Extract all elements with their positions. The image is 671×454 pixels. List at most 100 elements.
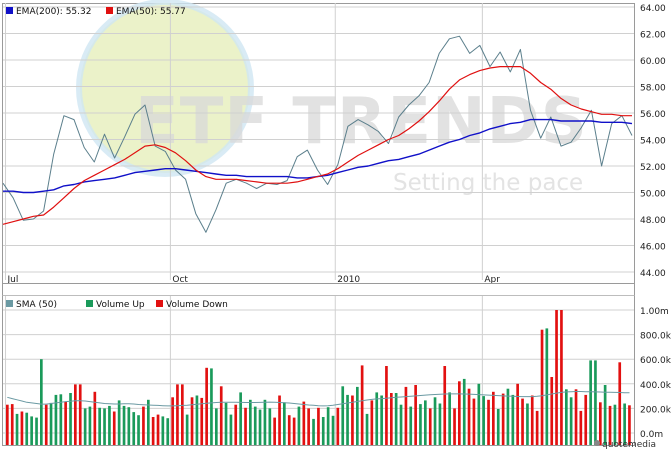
price-x-tick-label: Apr bbox=[484, 275, 500, 285]
volume-bar-up bbox=[263, 399, 267, 445]
volume-bar-down bbox=[501, 393, 505, 445]
price-y-tick-label: 56.00 bbox=[640, 110, 666, 120]
volume-bar-down bbox=[579, 410, 583, 445]
volume-bar-up bbox=[477, 383, 481, 445]
price-y-tick-label: 52.00 bbox=[640, 163, 666, 173]
volume-bar-up bbox=[229, 414, 233, 445]
volume-bar-down bbox=[190, 397, 194, 445]
volume-bar-down bbox=[112, 411, 116, 445]
volume-bar-up bbox=[448, 392, 451, 445]
volume-bar-down bbox=[628, 405, 631, 445]
volume-bar-down bbox=[540, 329, 544, 445]
legend-swatch bbox=[86, 300, 93, 307]
volume-y-tick-label: 200.0k bbox=[640, 405, 671, 415]
volume-bar-down bbox=[317, 407, 320, 445]
volume-bar-up bbox=[69, 393, 72, 445]
volume-bar-down bbox=[74, 384, 77, 445]
volume-bar-up bbox=[346, 394, 349, 445]
price-y-tick-label: 48.00 bbox=[640, 216, 666, 226]
volume-bar-up bbox=[195, 395, 199, 445]
volume-bar-down bbox=[351, 395, 354, 445]
volume-bar-down bbox=[467, 388, 471, 445]
volume-bar-up bbox=[545, 328, 549, 445]
volume-bar-down bbox=[10, 404, 14, 445]
volume-bar-up bbox=[399, 404, 403, 445]
price-y-tick-label: 50.00 bbox=[640, 190, 666, 200]
volume-bar-down bbox=[492, 391, 495, 445]
watermark-circle-halo bbox=[76, 0, 254, 177]
price-x-tick-label: Jul bbox=[7, 275, 19, 285]
price-grid bbox=[3, 3, 634, 280]
legend-label: SMA (50) bbox=[16, 300, 57, 310]
price-axis: 44.00 46.00 48.00 50.00 52.00 54.00 56.00 58.00… bbox=[7, 4, 667, 285]
volume-bar-up bbox=[312, 418, 315, 445]
volume-bar-up bbox=[127, 407, 131, 445]
watermark-tagline: Setting the pace bbox=[393, 170, 583, 196]
volume-bar-up bbox=[569, 397, 573, 445]
legend-swatch bbox=[6, 300, 13, 307]
volume-bar-down bbox=[176, 384, 179, 445]
price-y-tick-label: 62.00 bbox=[640, 31, 666, 41]
volume-bar-down bbox=[302, 401, 306, 445]
price-y-tick-label: 60.00 bbox=[640, 57, 666, 67]
volume-bar-up bbox=[49, 402, 53, 445]
volume-bar-down bbox=[472, 398, 476, 445]
volume-bar-down bbox=[370, 400, 374, 445]
quotemedia-icon bbox=[594, 440, 600, 446]
volume-y-tick-label: 400.0k bbox=[640, 381, 671, 391]
volume-bar-down bbox=[292, 417, 296, 445]
volume-bar-up bbox=[239, 392, 242, 445]
volume-bar-down bbox=[171, 397, 174, 445]
volume-bar-up bbox=[122, 405, 126, 445]
volume-bar-down bbox=[44, 404, 48, 445]
volume-bar-down bbox=[584, 394, 588, 445]
volume-bar-down bbox=[458, 381, 461, 445]
volume-bar-up bbox=[433, 397, 437, 445]
volume-bar-up bbox=[132, 412, 136, 445]
series-line-price bbox=[2, 35, 633, 233]
volume-bar-up bbox=[25, 412, 29, 445]
volume-bar-down bbox=[6, 404, 9, 445]
volume-bar-down bbox=[599, 402, 602, 446]
series-line-sma-50 bbox=[7, 391, 630, 407]
watermark-circle bbox=[80, 3, 250, 173]
volume-bar-down bbox=[487, 399, 490, 445]
volume-bar-up bbox=[409, 406, 413, 445]
volume-bar-down bbox=[453, 408, 456, 445]
volume-bar-down bbox=[550, 377, 554, 445]
volume-bar-down bbox=[608, 405, 612, 445]
volume-bar-down bbox=[200, 397, 204, 445]
volume-bar-up bbox=[331, 415, 335, 445]
quotemedia-label: quotemedia bbox=[602, 440, 656, 450]
volume-bar-up bbox=[496, 409, 500, 445]
volume-bar-up bbox=[565, 389, 568, 445]
legend-swatch bbox=[6, 7, 13, 14]
volume-bar-down bbox=[574, 389, 578, 445]
volume-bar-up bbox=[117, 400, 121, 445]
legend-label: EMA(200): 55.32 bbox=[16, 7, 91, 17]
volume-bar-up bbox=[108, 405, 111, 445]
volume-bar-down bbox=[307, 408, 310, 445]
volume-bar-up bbox=[215, 408, 218, 445]
volume-bar-up bbox=[147, 399, 150, 445]
volume-bar-down bbox=[64, 401, 67, 445]
volume-bar-down bbox=[93, 391, 97, 445]
volume-bar-up bbox=[424, 400, 427, 445]
volume-bar-down bbox=[560, 310, 563, 445]
volume-bar-down bbox=[244, 407, 247, 445]
volume-bar-up bbox=[482, 396, 485, 445]
price-x-tick-label: 2010 bbox=[337, 275, 360, 285]
price-legend: EMA(200): 55.32 EMA(50): 55.77 bbox=[6, 7, 186, 17]
volume-bar-up bbox=[603, 385, 607, 445]
volume-bar-up bbox=[341, 386, 345, 445]
watermark-brand: ETF TRENDS bbox=[135, 85, 588, 159]
volume-bar-up bbox=[258, 409, 262, 445]
volume-bar-down bbox=[516, 383, 519, 445]
legend-label: EMA(50): 55.77 bbox=[116, 7, 186, 17]
volume-bar-up bbox=[210, 368, 213, 445]
quotemedia-credit[interactable]: quotemedia bbox=[594, 440, 656, 450]
volume-bar-up bbox=[297, 406, 301, 445]
volume-bar-up bbox=[137, 415, 140, 445]
